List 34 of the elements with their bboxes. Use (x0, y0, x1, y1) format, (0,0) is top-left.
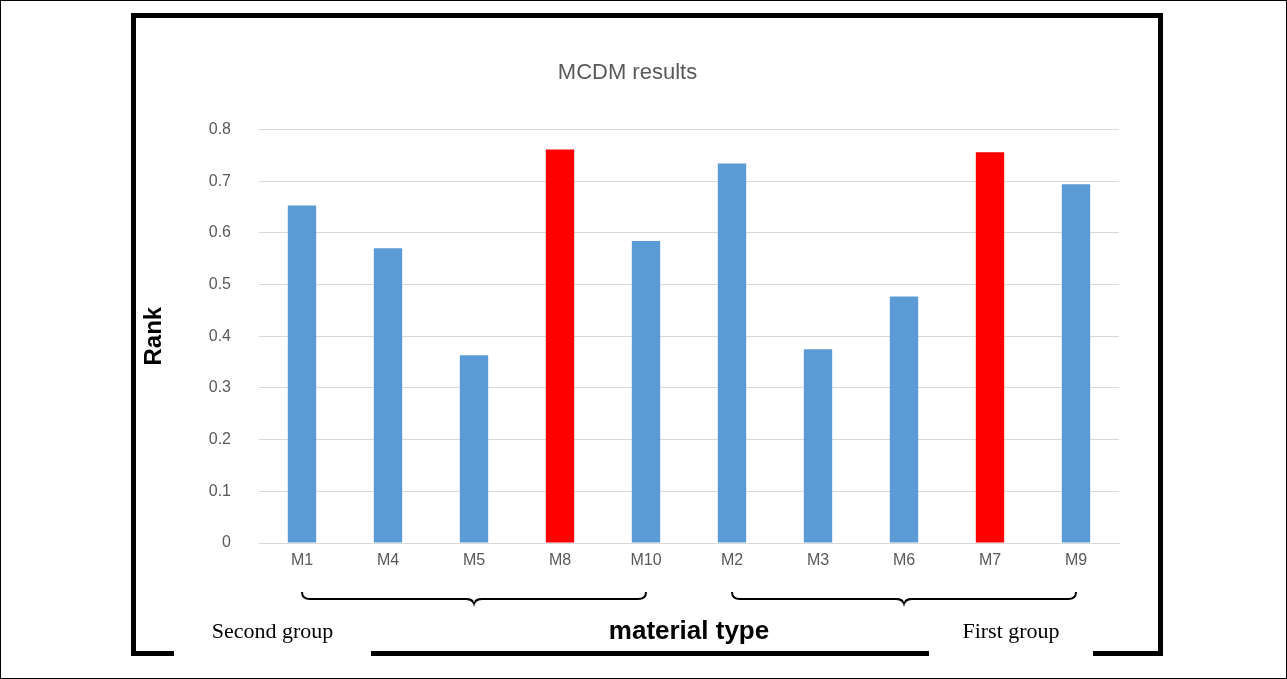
y-tick-label: 0.1 (208, 481, 232, 499)
y-tick-label: 0.2 (208, 430, 232, 448)
y-tick-label: 0.3 (208, 378, 232, 396)
text: Second group (174, 611, 371, 656)
y-tick-label: 0.5 (208, 274, 232, 292)
chart-title: MCDM results (557, 59, 698, 85)
bar (287, 205, 317, 543)
x-tick-label: M10 (630, 551, 662, 569)
y-axis-title: Rank (139, 306, 167, 366)
y-tick-label: 0.6 (208, 223, 232, 241)
x-tick-label: M7 (978, 551, 1002, 569)
bar (717, 163, 747, 543)
bar (803, 349, 833, 543)
y-tick-label: 0.4 (208, 326, 232, 344)
bar (373, 248, 403, 543)
y-tick-label: 0.8 (208, 119, 232, 137)
bar (631, 241, 661, 543)
x-tick-label: M6 (892, 551, 916, 569)
x-tick-label: M5 (462, 551, 486, 569)
x-tick-label: M1 (290, 551, 314, 569)
x-axis-title: material type (608, 614, 770, 645)
x-tick-label: M4 (376, 551, 400, 569)
bar (459, 355, 489, 543)
x-tick-label: M9 (1064, 551, 1088, 569)
x-tick-label: M3 (806, 551, 830, 569)
bar (975, 152, 1005, 543)
bar (889, 296, 919, 543)
x-tick-label: M8 (548, 551, 572, 569)
bar (1061, 184, 1091, 543)
x-tick-label: M2 (720, 551, 744, 569)
bar (545, 149, 575, 543)
text: First group (929, 611, 1093, 656)
y-tick-label: 0 (222, 533, 232, 551)
y-tick-label: 0.7 (208, 171, 232, 189)
